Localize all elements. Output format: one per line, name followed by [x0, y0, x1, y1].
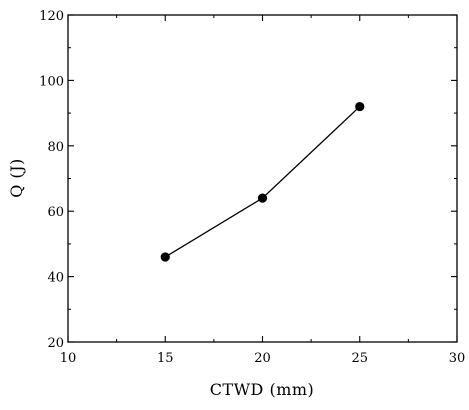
- data-point: [355, 101, 365, 112]
- x-tick-label: 25: [351, 351, 368, 366]
- y-tick-label: 80: [47, 140, 64, 155]
- x-tick-label: 20: [254, 351, 271, 366]
- y-tick-label: 100: [39, 74, 64, 89]
- plot-frame: [67, 14, 458, 343]
- data-point: [160, 252, 170, 262]
- data-point: [257, 193, 268, 203]
- y-tick-label: 60: [47, 205, 64, 220]
- y-tick-label: 40: [47, 271, 64, 286]
- x-tick-label: 10: [60, 351, 77, 366]
- ticks: 10 15 20 25 30 20 40 60 80 100 120: [39, 9, 465, 366]
- y-tick-label: 20: [47, 336, 64, 351]
- series-line: [164, 106, 361, 258]
- series: [160, 101, 365, 262]
- x-axis-label: CTWD (mm): [210, 380, 315, 399]
- x-tick-label: 15: [157, 351, 174, 366]
- x-tick-label: 30: [449, 351, 466, 366]
- y-axis-label: Q (J): [7, 158, 26, 198]
- y-tick-label: 120: [39, 9, 64, 24]
